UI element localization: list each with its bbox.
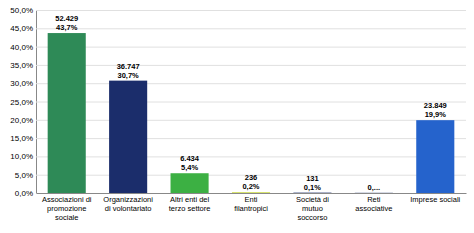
x-tick-label: Imprese sociali — [410, 195, 460, 204]
y-tick-label: 40,0% — [10, 43, 33, 52]
bars — [48, 33, 455, 193]
x-tick-label: Entifilantropici — [234, 195, 268, 213]
grid-line — [36, 28, 466, 29]
count-label: 52.429 — [55, 14, 78, 23]
y-tick-label: 0,0% — [15, 189, 33, 198]
data-label: 30,7% — [118, 71, 140, 80]
x-tick: Entifilantropici — [234, 195, 268, 213]
chart: 0,0% 5,0% 10,0% 15,0% 20,0% 25,0% 30,0% 35,0% 40… — [0, 0, 474, 233]
x-tick: Imprese sociali — [410, 195, 460, 204]
data-label: 5,4% — [181, 163, 198, 172]
count-label: 6.434 — [180, 154, 200, 163]
grid-line — [36, 47, 466, 48]
bar — [416, 120, 454, 193]
x-tick-label: Associazioni dipromozionesociale — [42, 195, 92, 221]
count-label: 236 — [245, 173, 258, 182]
x-axis: Associazioni dipromozionesociale Organizz… — [37, 194, 467, 222]
y-tick: 50,0% — [10, 6, 466, 15]
bar — [171, 173, 209, 193]
bar — [293, 192, 331, 193]
data-label: 43,7% — [56, 23, 78, 32]
x-tick: Organizzazionidi volontariato — [103, 195, 153, 213]
y-tick-label: 5,0% — [15, 171, 33, 180]
grid-line — [36, 120, 466, 121]
bar — [232, 192, 270, 193]
grid-line — [36, 138, 466, 139]
y-tick-label: 45,0% — [10, 24, 33, 33]
x-axis-line — [37, 193, 467, 194]
x-tick: Società dimutuosoccorso — [296, 195, 329, 221]
bar — [355, 192, 393, 193]
grid-line — [36, 193, 466, 194]
count-label: 36.747 — [117, 62, 140, 71]
y-tick-label: 35,0% — [10, 61, 33, 70]
x-tick: Altri enti delterzo settore — [169, 195, 211, 213]
data-label: 0,... — [368, 183, 381, 192]
data-label: 19,9% — [425, 110, 447, 119]
y-axis: 0,0% 5,0% 10,0% 15,0% 20,0% 25,0% 30,0% 35,0% 40… — [10, 6, 466, 198]
y-tick-label: 50,0% — [10, 6, 33, 15]
data-label: 0,2% — [242, 182, 259, 191]
x-tick: Associazioni dipromozionesociale — [42, 195, 92, 221]
x-tick-label: Retiassociative — [355, 195, 392, 213]
y-tick: 45,0% — [10, 24, 466, 33]
y-tick-label: 15,0% — [10, 134, 33, 143]
bar — [109, 81, 147, 193]
bar — [48, 33, 86, 193]
y-tick-label: 30,0% — [10, 79, 33, 88]
data-label: 0,1% — [304, 183, 321, 192]
y-axis-line — [37, 11, 467, 194]
count-label: 131 — [306, 174, 319, 183]
count-label: 23.849 — [424, 101, 447, 110]
y-tick-label: 10,0% — [10, 152, 33, 161]
grid-line — [36, 102, 466, 103]
y-tick-label: 20,0% — [10, 116, 33, 125]
data-labels: 43,7% 30,7% 5,4% 0,2% 0,1% 0,... 19,9% 52.429 36… — [55, 14, 447, 192]
x-tick-label: Altri enti delterzo settore — [169, 195, 211, 213]
grid-line — [36, 10, 466, 11]
x-tick-label: Organizzazionidi volontariato — [103, 195, 153, 213]
grid-line — [36, 83, 466, 84]
y-tick-label: 25,0% — [10, 98, 33, 107]
grid-line — [36, 156, 466, 157]
x-tick-label: Società dimutuosoccorso — [296, 195, 329, 221]
plot: 0,0% 5,0% 10,0% 15,0% 20,0% 25,0% 30,0% 35,0% 40… — [10, 6, 466, 222]
x-tick: Retiassociative — [355, 195, 392, 213]
grid-line — [36, 65, 466, 66]
